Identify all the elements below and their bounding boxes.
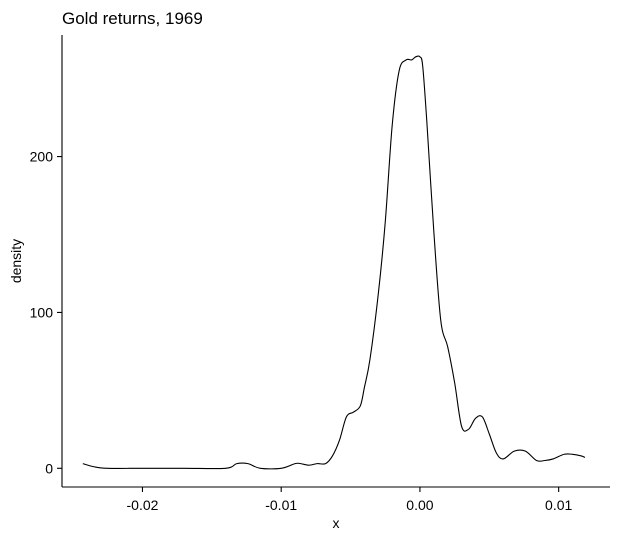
x-tick-label: -0.01: [265, 497, 297, 513]
density-curve: [82, 55, 586, 470]
y-tick-label: 100: [30, 304, 54, 320]
x-tick-label: 0.01: [545, 497, 572, 513]
chart-title: Gold returns, 1969: [62, 9, 203, 28]
y-tick-label: 0: [45, 460, 53, 476]
x-tick-label: 0.00: [406, 497, 433, 513]
y-tick-label: 200: [30, 149, 54, 165]
x-axis-title: x: [333, 515, 340, 531]
y-axis-title: density: [8, 239, 24, 283]
x-tick-label: -0.02: [127, 497, 159, 513]
plot-axes: -0.02 -0.01 0.00 0.01 0 100 200: [30, 35, 610, 513]
plot-series: [82, 55, 586, 470]
